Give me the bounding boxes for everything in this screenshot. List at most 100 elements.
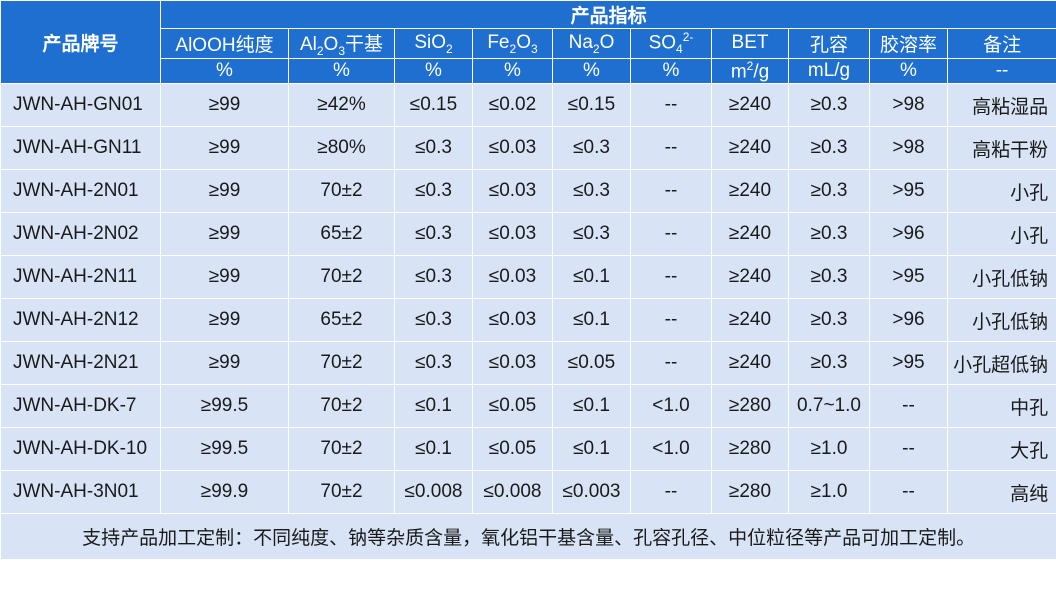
header-product-model: 产品牌号 [0, 0, 161, 85]
cell-product-model: JWN-AH-2N01 [0, 169, 161, 214]
cell-remark: 高粘湿品 [946, 83, 1056, 128]
table-row: JWN-AH-2N11 ≥99 70±2 ≤0.3 ≤0.03 ≤0.1 -- ≥240 ≥0.… [0, 255, 1056, 300]
cell-fe2o3: ≤0.03 [472, 169, 553, 214]
cell-pore-volume: ≥0.3 [788, 212, 870, 257]
cell-bet: ≥280 [711, 427, 789, 472]
table-row: JWN-AH-2N02 ≥99 65±2 ≤0.3 ≤0.03 ≤0.3 -- ≥240 ≥0.… [0, 212, 1056, 257]
cell-na2o: ≤0.1 [552, 384, 631, 429]
cell-pore-volume: ≥0.3 [788, 169, 870, 214]
table-row: JWN-AH-GN01 ≥99 ≥42% ≤0.15 ≤0.02 ≤0.15 -- ≥240 ≥… [0, 83, 1056, 128]
unit-na2o: % [552, 57, 631, 85]
cell-product-model: JWN-AH-GN11 [0, 126, 161, 171]
unit-pore-volume: mL/g [788, 57, 870, 85]
cell-pore-volume: 0.7~1.0 [788, 384, 870, 429]
unit-al2o3-dry-basis: % [288, 57, 395, 85]
cell-fe2o3: ≤0.03 [472, 212, 553, 257]
cell-product-model: JWN-AH-2N21 [0, 341, 161, 386]
cell-al2o3-dry-basis: ≥80% [288, 126, 395, 171]
cell-so4: -- [630, 255, 712, 300]
cell-al2o3-dry-basis: 70±2 [288, 384, 395, 429]
cell-product-model: JWN-AH-3N01 [0, 470, 161, 515]
table-row: JWN-AH-2N01 ≥99 70±2 ≤0.3 ≤0.03 ≤0.3 -- ≥240 ≥0.… [0, 169, 1056, 214]
cell-bet: ≥240 [711, 298, 789, 343]
cell-peptization-rate: >96 [869, 298, 948, 343]
cell-fe2o3: ≤0.03 [472, 341, 553, 386]
cell-so4: <1.0 [630, 427, 712, 472]
cell-peptization-rate: -- [869, 470, 948, 515]
cell-peptization-rate: -- [869, 384, 948, 429]
unit-alooh-purity: % [160, 57, 289, 85]
cell-sio2: ≤0.1 [394, 384, 473, 429]
cell-remark: 小孔超低钠 [946, 341, 1056, 386]
cell-product-model: JWN-AH-2N12 [0, 298, 161, 343]
cell-bet: ≥240 [711, 126, 789, 171]
cell-so4: -- [630, 298, 712, 343]
cell-al2o3-dry-basis: 65±2 [288, 298, 395, 343]
cell-so4: -- [630, 169, 712, 214]
cell-alooh-purity: ≥99.9 [160, 470, 289, 515]
table-row: JWN-AH-DK-7 ≥99.5 70±2 ≤0.1 ≤0.05 ≤0.1 <1.0 ≥28… [0, 384, 1056, 429]
cell-alooh-purity: ≥99 [160, 83, 289, 128]
cell-alooh-purity: ≥99 [160, 212, 289, 257]
cell-pore-volume: ≥1.0 [788, 427, 870, 472]
cell-peptization-rate: >98 [869, 83, 948, 128]
cell-sio2: ≤0.15 [394, 83, 473, 128]
col-peptization-rate: 胶溶率 [869, 28, 948, 59]
cell-alooh-purity: ≥99 [160, 341, 289, 386]
cell-peptization-rate: >98 [869, 126, 948, 171]
cell-al2o3-dry-basis: 70±2 [288, 427, 395, 472]
cell-remark: 高纯 [946, 470, 1056, 515]
cell-bet: ≥240 [711, 83, 789, 128]
cell-fe2o3: ≤0.03 [472, 255, 553, 300]
cell-na2o: ≤0.1 [552, 298, 631, 343]
cell-na2o: ≤0.1 [552, 427, 631, 472]
cell-so4: -- [630, 341, 712, 386]
cell-sio2: ≤0.3 [394, 212, 473, 257]
unit-bet: m2/g [711, 57, 789, 85]
header-group-title: 产品指标 [159, 0, 1056, 29]
col-pore-volume: 孔容 [788, 28, 870, 59]
cell-bet: ≥240 [711, 169, 789, 214]
table-row: JWN-AH-3N01 ≥99.9 70±2 ≤0.008 ≤0.008 ≤0.003 --… [0, 470, 1056, 515]
cell-al2o3-dry-basis: 70±2 [288, 255, 395, 300]
cell-peptization-rate: -- [869, 427, 948, 472]
unit-remark: -- [946, 57, 1056, 85]
cell-peptization-rate: >96 [869, 212, 948, 257]
unit-so4: % [630, 57, 712, 85]
col-remark: 备注 [946, 28, 1056, 59]
col-na2o: Na2O [552, 28, 631, 59]
cell-alooh-purity: ≥99 [160, 255, 289, 300]
cell-al2o3-dry-basis: 70±2 [288, 169, 395, 214]
cell-product-model: JWN-AH-DK-7 [0, 384, 161, 429]
cell-bet: ≥280 [711, 470, 789, 515]
cell-na2o: ≤0.3 [552, 126, 631, 171]
product-spec-table: 产品牌号 产品指标 AlOOH纯度 Al2O3干基 SiO2 Fe2O3 Na2… [0, 0, 1056, 561]
cell-sio2: ≤0.1 [394, 427, 473, 472]
cell-bet: ≥240 [711, 255, 789, 300]
table-row: JWN-AH-DK-10 ≥99.5 70±2 ≤0.1 ≤0.05 ≤0.1 <1.0 ≥2… [0, 427, 1056, 472]
cell-bet: ≥240 [711, 212, 789, 257]
cell-sio2: ≤0.3 [394, 341, 473, 386]
table-row: JWN-AH-2N12 ≥99 65±2 ≤0.3 ≤0.03 ≤0.1 -- ≥240 ≥0.… [0, 298, 1056, 343]
cell-alooh-purity: ≥99.5 [160, 384, 289, 429]
cell-remark: 大孔 [946, 427, 1056, 472]
cell-peptization-rate: >95 [869, 255, 948, 300]
cell-remark: 中孔 [946, 384, 1056, 429]
cell-peptization-rate: >95 [869, 341, 948, 386]
cell-bet: ≥280 [711, 384, 789, 429]
cell-pore-volume: ≥0.3 [788, 126, 870, 171]
cell-product-model: JWN-AH-2N11 [0, 255, 161, 300]
cell-so4: -- [630, 212, 712, 257]
cell-remark: 小孔低钠 [946, 255, 1056, 300]
cell-al2o3-dry-basis: 65±2 [288, 212, 395, 257]
col-alooh-purity: AlOOH纯度 [160, 28, 289, 59]
cell-pore-volume: ≥0.3 [788, 341, 870, 386]
cell-product-model: JWN-AH-GN01 [0, 83, 161, 128]
cell-pore-volume: ≥1.0 [788, 470, 870, 515]
cell-na2o: ≤0.3 [552, 169, 631, 214]
col-al2o3-dry-basis: Al2O3干基 [288, 28, 395, 59]
cell-sio2: ≤0.008 [394, 470, 473, 515]
col-sio2: SiO2 [394, 28, 473, 59]
cell-remark: 小孔低钠 [946, 298, 1056, 343]
cell-fe2o3: ≤0.05 [472, 427, 553, 472]
